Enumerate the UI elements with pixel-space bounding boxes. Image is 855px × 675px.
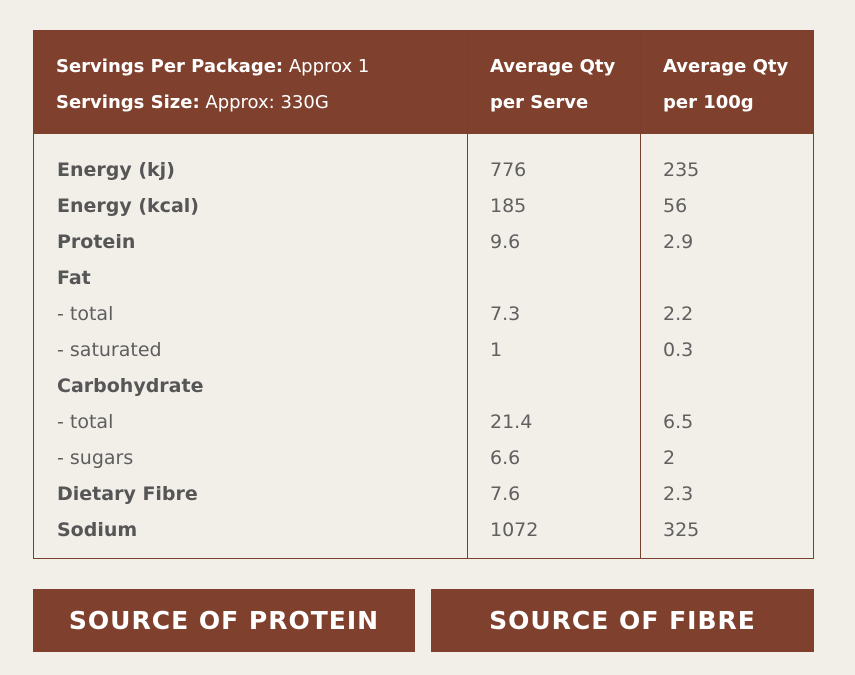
per-100g-value: 2.2	[663, 303, 694, 325]
table-row: Energy (kj) 776 235	[34, 152, 813, 188]
table-row: - total 21.4 6.5	[34, 404, 813, 440]
per-serve-value: 6.6	[490, 447, 521, 469]
servings-per-package-value: Approx 1	[288, 56, 370, 77]
serving-size-value: Approx: 330G	[205, 92, 329, 113]
per-serve-value: 7.3	[490, 303, 521, 325]
nutrient-name: - total	[57, 303, 114, 325]
table-row: Fat	[34, 260, 813, 296]
table-row: Energy (kcal) 185 56	[34, 188, 813, 224]
column-header-per-100g-line2: per 100g	[663, 92, 754, 113]
table-row: Protein 9.6 2.9	[34, 224, 813, 260]
per-serve-value: 1	[490, 339, 503, 361]
per-100g-value: 2.3	[663, 483, 694, 505]
servings-per-package: Servings Per Package: Approx 1	[56, 49, 369, 85]
serving-size-label: Servings Size:	[56, 92, 200, 113]
per-100g-value: 2.9	[663, 231, 694, 253]
per-100g-value: 6.5	[663, 411, 694, 433]
table-row: - saturated 1 0.3	[34, 332, 813, 368]
nutrient-name: Protein	[57, 231, 136, 253]
column-header-per-serve-line2: per Serve	[490, 92, 589, 113]
nutrition-table-header: Servings Per Package: Approx 1 Servings …	[34, 31, 813, 134]
source-of-protein-badge: SOURCE OF PROTEIN	[33, 589, 415, 652]
table-row: Dietary Fibre 7.6 2.3	[34, 476, 813, 512]
nutrition-rows: Energy (kj) 776 235 Energy (kcal) 185 56 Prote…	[34, 152, 813, 548]
nutrient-name: - sugars	[57, 447, 134, 469]
column-divider	[467, 31, 468, 558]
nutrient-name: - total	[57, 411, 114, 433]
per-serve-value: 9.6	[490, 231, 521, 253]
column-header-per-serve-line1: Average Qty	[490, 56, 616, 77]
per-serve-value: 776	[490, 159, 527, 181]
nutrient-name: Dietary Fibre	[57, 483, 198, 505]
nutrient-name: Energy (kcal)	[57, 195, 199, 217]
per-serve-value: 185	[490, 195, 527, 217]
servings-per-package-label: Servings Per Package:	[56, 56, 284, 77]
per-100g-value: 2	[663, 447, 676, 469]
nutrient-name: Sodium	[57, 519, 138, 541]
column-header-per-100g: Average Qty per 100g	[663, 49, 788, 121]
nutrient-name: Fat	[57, 267, 91, 289]
column-header-per-100g-line1: Average Qty	[663, 56, 789, 77]
per-serve-value: 1072	[490, 519, 539, 541]
nutrition-table: Servings Per Package: Approx 1 Servings …	[33, 30, 814, 559]
per-100g-value: 56	[663, 195, 688, 217]
table-row: - total 7.3 2.2	[34, 296, 813, 332]
servings-info: Servings Per Package: Approx 1 Servings …	[56, 49, 369, 121]
serving-size: Servings Size: Approx: 330G	[56, 85, 369, 121]
per-100g-value: 0.3	[663, 339, 694, 361]
per-100g-value: 325	[663, 519, 700, 541]
per-100g-value: 235	[663, 159, 700, 181]
column-divider	[640, 31, 641, 558]
column-header-per-serve: Average Qty per Serve	[490, 49, 615, 121]
per-serve-value: 7.6	[490, 483, 521, 505]
table-row: - sugars 6.6 2	[34, 440, 813, 476]
per-serve-value: 21.4	[490, 411, 533, 433]
nutrient-name: - saturated	[57, 339, 162, 361]
source-of-fibre-badge: SOURCE OF FIBRE	[431, 589, 814, 652]
nutrient-name: Carbohydrate	[57, 375, 204, 397]
nutrient-name: Energy (kj)	[57, 159, 175, 181]
table-row: Carbohydrate	[34, 368, 813, 404]
table-row: Sodium 1072 325	[34, 512, 813, 548]
